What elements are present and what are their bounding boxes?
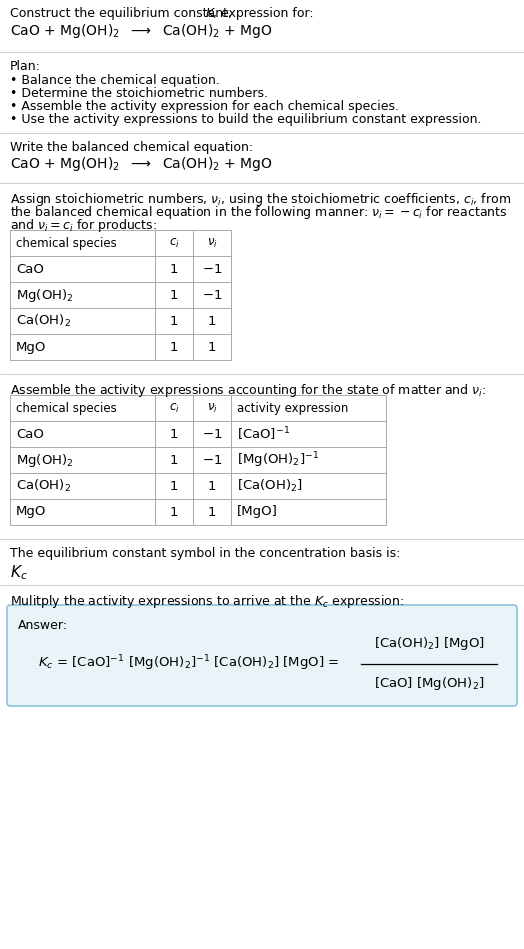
Text: MgO: MgO (16, 506, 47, 518)
Text: $-1$: $-1$ (202, 427, 222, 440)
Text: Answer:: Answer: (18, 619, 68, 632)
Text: activity expression: activity expression (237, 401, 348, 415)
Text: Assemble the activity expressions accounting for the state of matter and $\nu_i$: Assemble the activity expressions accoun… (10, 382, 486, 399)
Text: Mg(OH)$_2$: Mg(OH)$_2$ (16, 287, 73, 304)
Text: 1: 1 (170, 341, 178, 353)
Text: $\nu_i$: $\nu_i$ (206, 401, 217, 415)
Text: • Assemble the activity expression for each chemical species.: • Assemble the activity expression for e… (10, 100, 399, 113)
Text: $\nu_i$: $\nu_i$ (206, 236, 217, 250)
Text: Plan:: Plan: (10, 60, 41, 73)
Text: [Mg(OH)$_2$]$^{-1}$: [Mg(OH)$_2$]$^{-1}$ (237, 450, 319, 470)
Text: Construct the equilibrium constant,: Construct the equilibrium constant, (10, 7, 236, 20)
Text: Mulitply the activity expressions to arrive at the $K_c$ expression:: Mulitply the activity expressions to arr… (10, 593, 405, 610)
Text: Assign stoichiometric numbers, $\nu_i$, using the stoichiometric coefficients, $: Assign stoichiometric numbers, $\nu_i$, … (10, 191, 511, 208)
FancyBboxPatch shape (7, 605, 517, 706)
Text: $K_c$: $K_c$ (10, 563, 28, 582)
Text: $-1$: $-1$ (202, 288, 222, 302)
Text: • Determine the stoichiometric numbers.: • Determine the stoichiometric numbers. (10, 87, 268, 100)
Text: and $\nu_i = c_i$ for products:: and $\nu_i = c_i$ for products: (10, 217, 157, 234)
Text: MgO: MgO (16, 341, 47, 353)
Text: $c_i$: $c_i$ (169, 401, 179, 415)
Text: 1: 1 (208, 479, 216, 493)
Text: chemical species: chemical species (16, 236, 117, 250)
Text: $-1$: $-1$ (202, 263, 222, 275)
Text: K: K (206, 7, 214, 20)
Text: Ca(OH)$_2$: Ca(OH)$_2$ (16, 313, 71, 329)
Text: 1: 1 (170, 288, 178, 302)
Text: , expression for:: , expression for: (213, 7, 314, 20)
Text: the balanced chemical equation in the following manner: $\nu_i = -c_i$ for react: the balanced chemical equation in the fo… (10, 204, 507, 221)
Text: 1: 1 (208, 506, 216, 518)
Text: Mg(OH)$_2$: Mg(OH)$_2$ (16, 452, 73, 469)
Text: [MgO]: [MgO] (237, 506, 278, 518)
Text: 1: 1 (208, 341, 216, 353)
Text: $K_c$ = [CaO]$^{-1}$ [Mg(OH)$_2$]$^{-1}$ [Ca(OH)$_2$] [MgO] =: $K_c$ = [CaO]$^{-1}$ [Mg(OH)$_2$]$^{-1}$… (38, 654, 341, 673)
Text: 1: 1 (208, 314, 216, 327)
Text: [Ca(OH)$_2$]: [Ca(OH)$_2$] (237, 478, 303, 494)
Text: CaO: CaO (16, 263, 44, 275)
Text: CaO: CaO (16, 427, 44, 440)
Text: The equilibrium constant symbol in the concentration basis is:: The equilibrium constant symbol in the c… (10, 547, 400, 560)
Text: 1: 1 (170, 506, 178, 518)
Text: CaO + Mg(OH)$_2$  $\longrightarrow$  Ca(OH)$_2$ + MgO: CaO + Mg(OH)$_2$ $\longrightarrow$ Ca(OH… (10, 22, 272, 40)
Text: 1: 1 (170, 314, 178, 327)
Text: Ca(OH)$_2$: Ca(OH)$_2$ (16, 478, 71, 494)
Text: CaO + Mg(OH)$_2$  $\longrightarrow$  Ca(OH)$_2$ + MgO: CaO + Mg(OH)$_2$ $\longrightarrow$ Ca(OH… (10, 155, 272, 173)
Text: 1: 1 (170, 427, 178, 440)
Text: 1: 1 (170, 479, 178, 493)
Text: Write the balanced chemical equation:: Write the balanced chemical equation: (10, 141, 253, 154)
Text: $-1$: $-1$ (202, 454, 222, 467)
Text: • Balance the chemical equation.: • Balance the chemical equation. (10, 74, 220, 87)
Text: • Use the activity expressions to build the equilibrium constant expression.: • Use the activity expressions to build … (10, 113, 482, 126)
Text: chemical species: chemical species (16, 401, 117, 415)
Text: 1: 1 (170, 454, 178, 467)
Text: $c_i$: $c_i$ (169, 236, 179, 250)
Text: 1: 1 (170, 263, 178, 275)
Text: [CaO] [Mg(OH)$_2$]: [CaO] [Mg(OH)$_2$] (374, 676, 484, 693)
Text: [CaO]$^{-1}$: [CaO]$^{-1}$ (237, 425, 290, 443)
Text: [Ca(OH)$_2$] [MgO]: [Ca(OH)$_2$] [MgO] (374, 635, 484, 652)
